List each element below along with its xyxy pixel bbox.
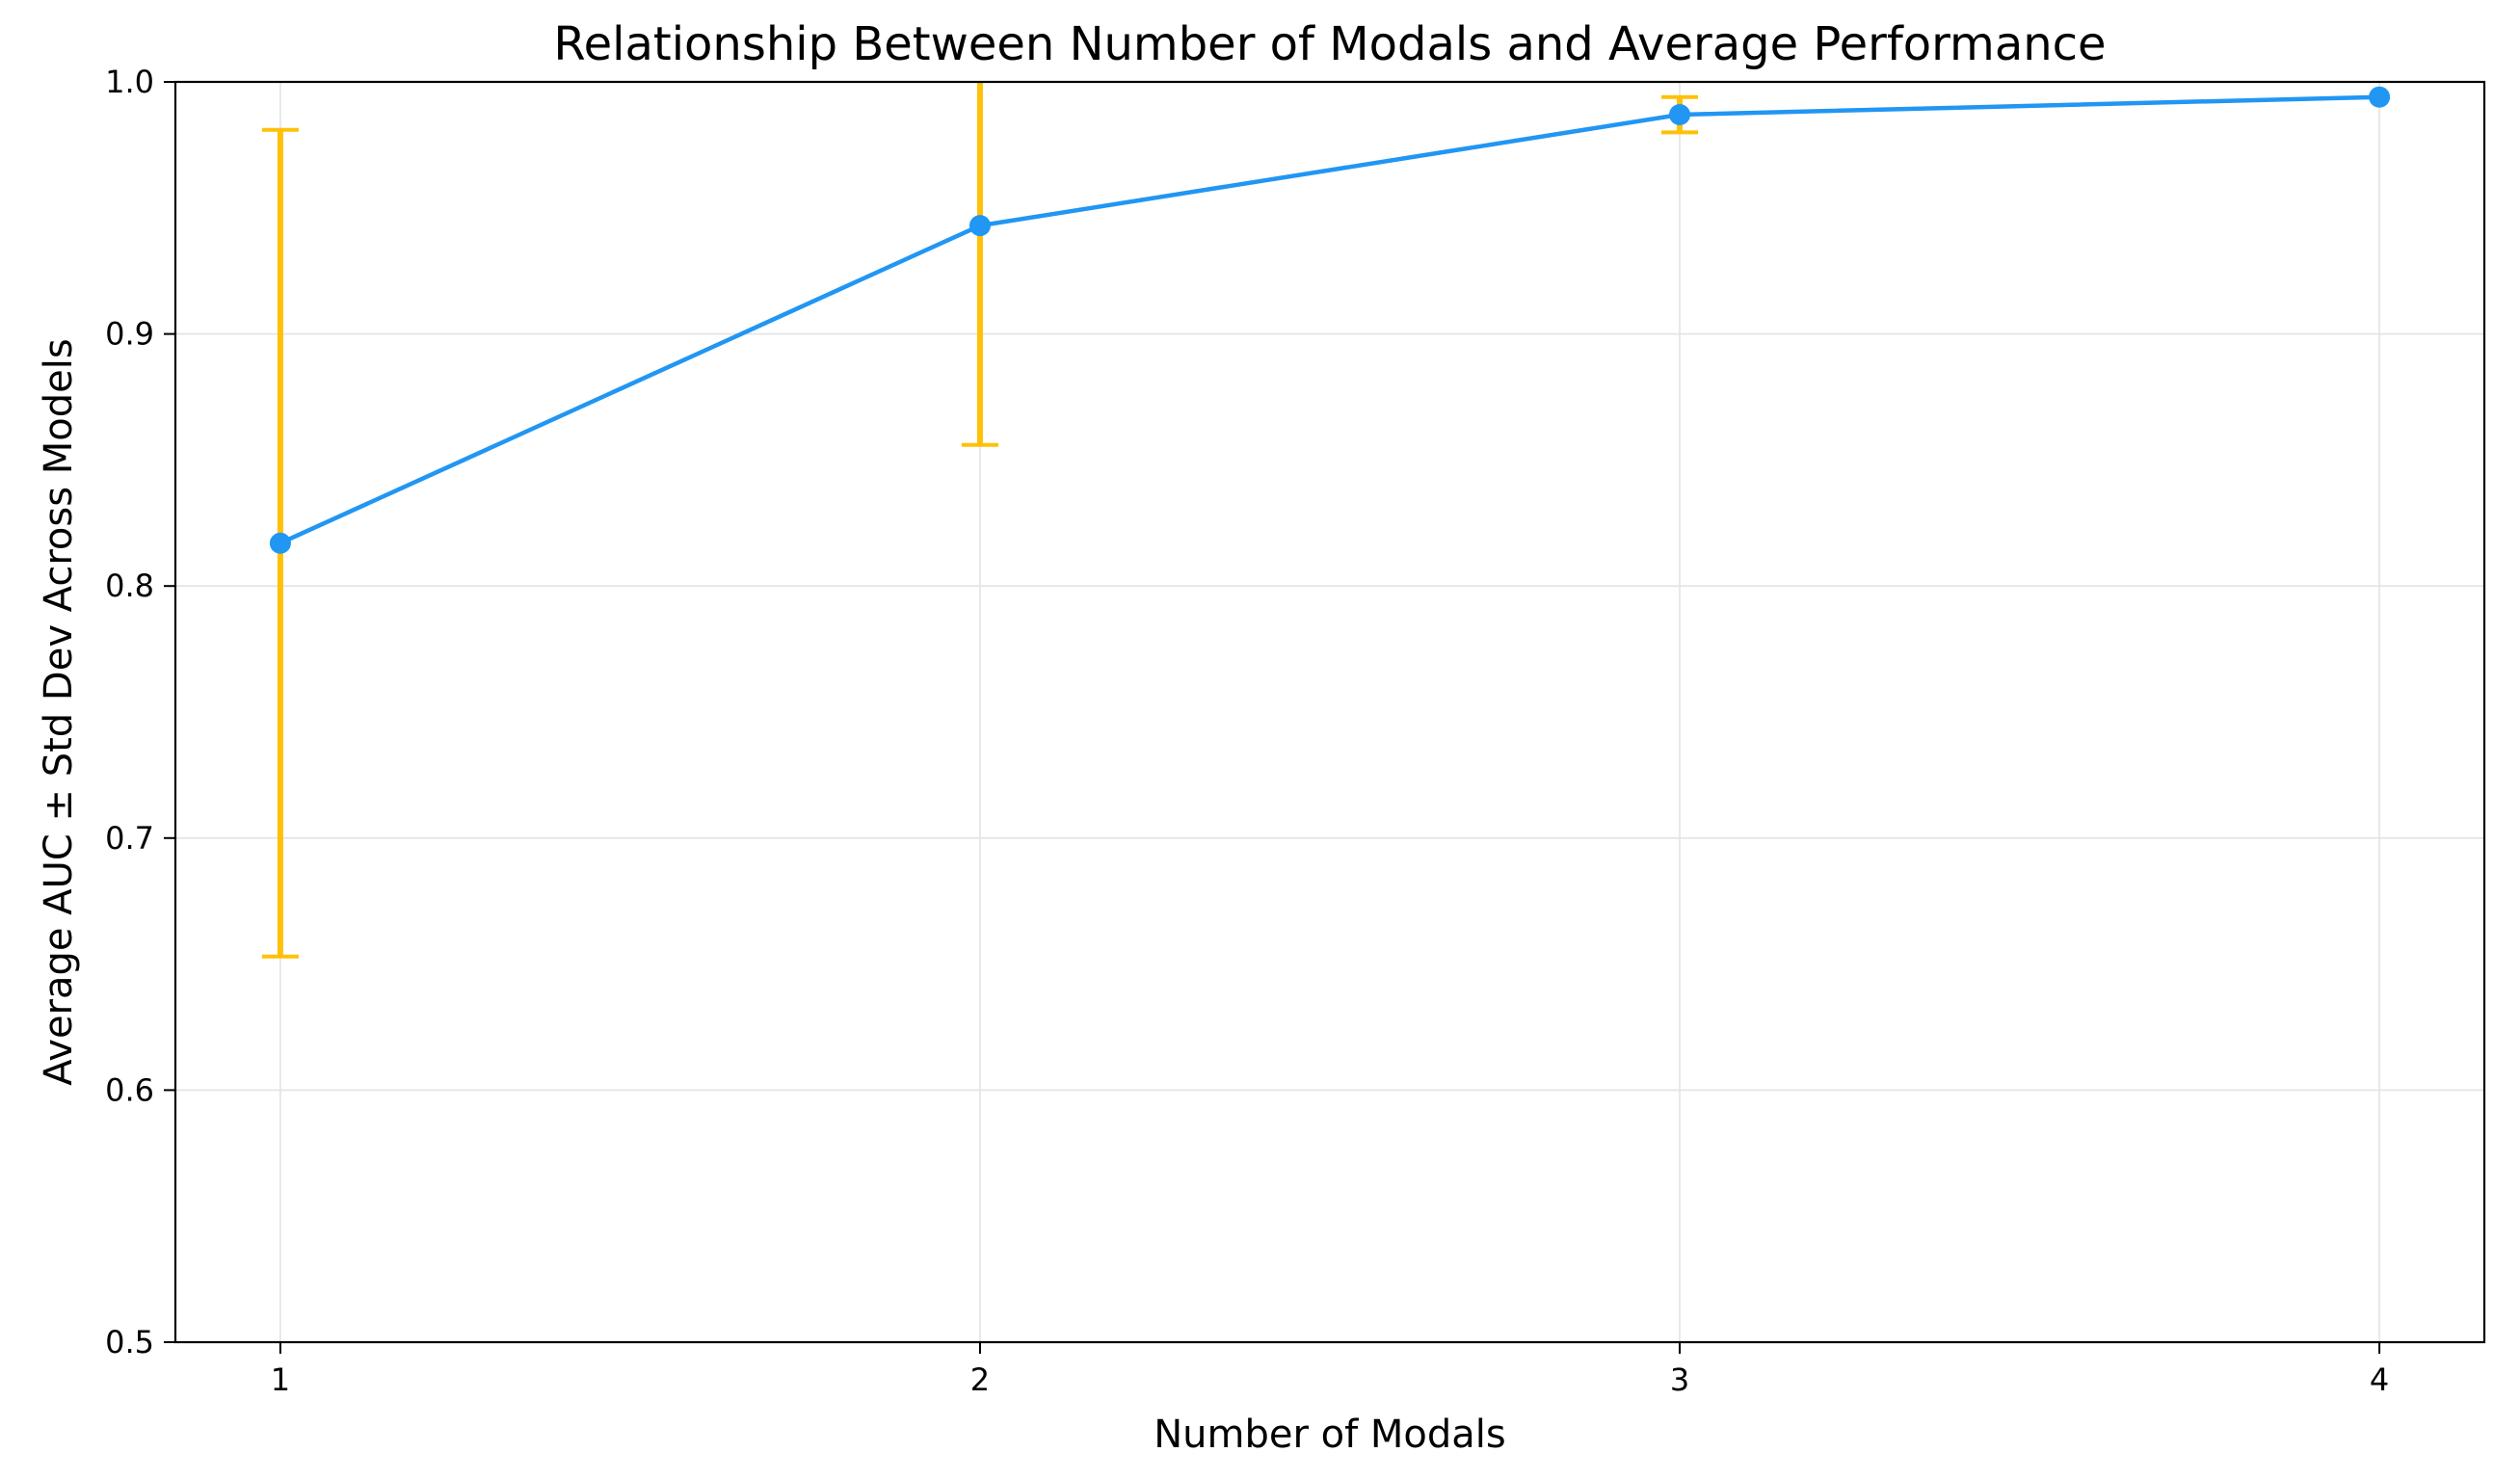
- y-axis-label: Average AUC ± Std Dev Across Models: [37, 338, 81, 1086]
- chart-title: Relationship Between Number of Modals an…: [553, 17, 2106, 71]
- marker-layer: [269, 86, 2391, 554]
- x-axis-label: Number of Modals: [1154, 1413, 1506, 1457]
- data-point-1: [269, 532, 291, 554]
- data-point-2: [968, 215, 991, 237]
- x-tick-label-1: 1: [271, 1361, 290, 1398]
- x-tick-label-3: 3: [1670, 1361, 1689, 1398]
- data-point-4: [2369, 86, 2391, 108]
- line-layer: [278, 94, 2382, 545]
- y-tick-label-1: 0.5: [105, 1324, 154, 1360]
- y-tick-label-6: 1.0: [105, 64, 154, 100]
- tick-layer: 1 2 3 4 0.5 0.6 0.7 0.8 0.9 1.0: [105, 64, 2389, 1398]
- y-tick-label-5: 0.9: [105, 316, 154, 353]
- y-tick-label-4: 0.8: [105, 568, 154, 604]
- data-point-3: [1669, 104, 1691, 126]
- y-tick-label-2: 0.6: [105, 1071, 154, 1108]
- x-tick-label-4: 4: [2370, 1361, 2389, 1398]
- x-tick-label-2: 2: [970, 1361, 990, 1398]
- y-tick-label-3: 0.7: [105, 820, 154, 857]
- series-line: [278, 94, 2382, 545]
- plot-frame: [173, 80, 2486, 1344]
